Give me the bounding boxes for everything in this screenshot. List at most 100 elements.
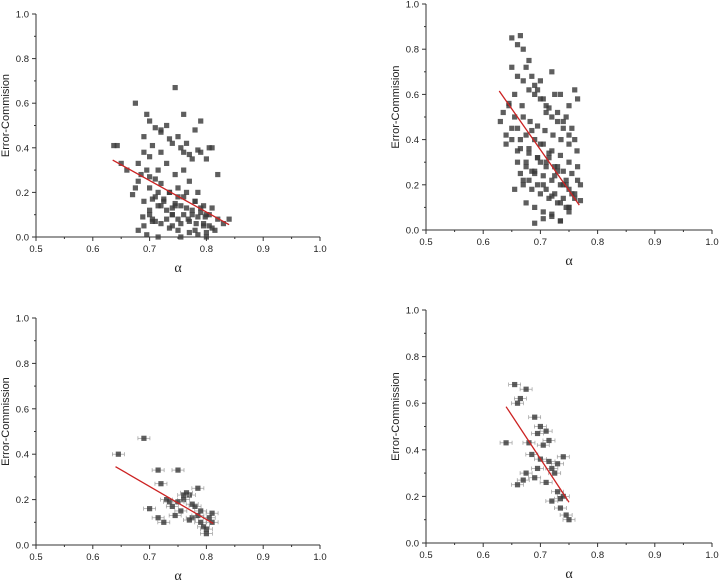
data-point — [209, 225, 215, 231]
data-point — [181, 111, 187, 117]
data-point — [198, 205, 204, 211]
data-point — [189, 515, 195, 521]
x-axis-title: α — [174, 569, 182, 584]
data-point — [147, 212, 153, 218]
data-point — [164, 122, 170, 129]
y-tick-label: 0.4 — [16, 143, 29, 154]
data-point — [549, 498, 555, 504]
data-point — [566, 103, 572, 109]
data-point — [200, 223, 207, 229]
data-point — [552, 191, 558, 197]
data-point — [203, 234, 209, 240]
data-point — [520, 78, 526, 84]
data-point — [144, 232, 150, 238]
data-point — [178, 145, 184, 151]
data-point — [537, 141, 543, 147]
x-tick-label: 0.9 — [648, 550, 661, 561]
data-point — [147, 185, 153, 191]
data-point — [554, 109, 561, 116]
data-point — [164, 160, 170, 167]
data-point — [149, 216, 156, 222]
data-point — [141, 134, 147, 140]
data-point — [517, 170, 523, 177]
data-point — [175, 216, 181, 222]
data-point — [172, 512, 178, 519]
x-tick-label: 0.6 — [86, 244, 99, 255]
data-point — [124, 167, 130, 173]
data-point — [569, 125, 575, 131]
data-point — [152, 194, 158, 200]
data-point — [186, 229, 192, 236]
data-point — [526, 440, 532, 446]
y-tick-label: 0.2 — [406, 492, 419, 503]
data-point — [532, 137, 538, 143]
data-point — [135, 227, 141, 233]
x-tick-label: 0.6 — [477, 237, 490, 248]
data-point — [572, 137, 578, 143]
y-tick-label: 0.8 — [406, 352, 419, 363]
data-point — [577, 182, 584, 188]
data-point — [560, 118, 566, 125]
data-point — [200, 524, 207, 530]
data-point — [514, 482, 521, 488]
data-point — [203, 526, 209, 532]
data-point — [560, 493, 566, 499]
data-point — [135, 178, 141, 184]
data-point — [540, 216, 546, 222]
data-point — [220, 221, 227, 227]
data-point — [141, 223, 147, 229]
data-point — [135, 160, 141, 167]
data-point — [193, 221, 199, 227]
data-point — [166, 499, 173, 505]
data-point — [520, 114, 526, 120]
data-point — [178, 234, 184, 240]
data-point — [195, 147, 201, 153]
data-point — [141, 149, 147, 155]
data-point — [158, 221, 164, 227]
data-point — [574, 96, 581, 102]
data-point — [152, 218, 158, 224]
data-point — [198, 519, 204, 525]
data-point — [523, 470, 529, 476]
data-point — [558, 137, 564, 143]
data-point — [534, 465, 541, 472]
data-point — [574, 177, 581, 183]
data-point — [549, 177, 555, 183]
data-point — [526, 57, 532, 64]
x-tick-label: 0.7 — [534, 237, 547, 248]
data-point — [147, 207, 153, 213]
data-point — [546, 155, 552, 161]
data-point — [195, 512, 201, 519]
data-point — [529, 168, 535, 174]
data-point — [195, 214, 201, 220]
data-point — [158, 481, 164, 487]
data-point — [546, 195, 552, 201]
data-point — [566, 159, 572, 165]
data-point — [557, 152, 564, 159]
data-point — [546, 105, 552, 111]
data-point — [158, 127, 164, 133]
data-point — [543, 103, 549, 109]
data-point — [144, 167, 150, 173]
data-point — [178, 203, 184, 209]
data-point — [543, 186, 549, 192]
data-point — [175, 185, 181, 191]
y-tick-label: 0.8 — [16, 54, 29, 65]
data-point — [198, 508, 204, 514]
data-point — [554, 200, 561, 206]
data-point — [175, 134, 181, 140]
chart-panel-bottom-right: 0.5 0.6 0.7 0.8 0.9 1.0 0.0 0.2 0.4 0.6 0.8 1.0 α Err… — [390, 306, 719, 583]
data-point — [206, 145, 212, 151]
data-point — [543, 479, 549, 486]
data-point — [537, 78, 543, 84]
data-point — [526, 150, 532, 156]
x-tick-label: 0.6 — [477, 550, 490, 561]
data-point — [520, 477, 526, 483]
data-point — [166, 189, 173, 195]
data-point — [532, 91, 538, 97]
data-point — [557, 200, 564, 206]
chart-panel-bottom-left: 0.5 0.6 0.7 0.8 0.9 1.0 0.0 0.2 0.4 0.6 0.8 1.0 α Err… — [0, 314, 327, 584]
data-point — [158, 180, 164, 187]
data-point — [192, 227, 198, 233]
data-point — [549, 69, 555, 75]
